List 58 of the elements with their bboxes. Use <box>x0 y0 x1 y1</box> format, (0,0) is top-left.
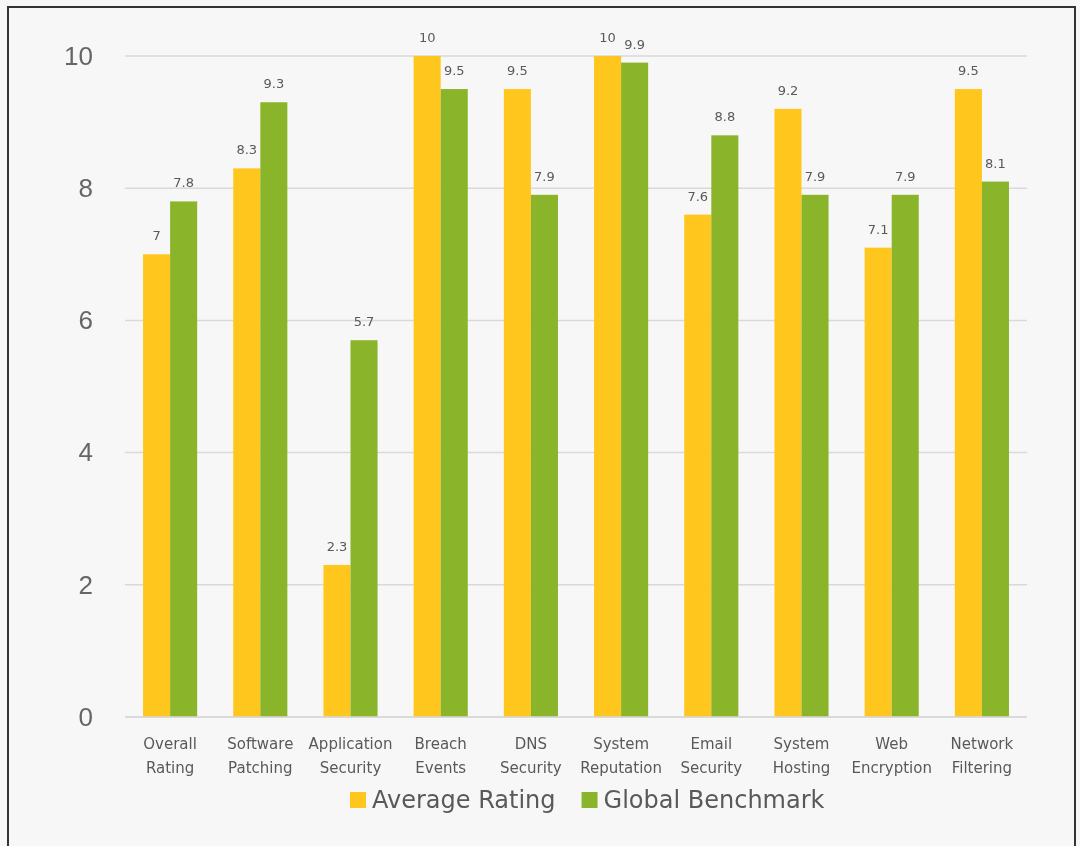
data-label: 8.3 <box>236 142 258 158</box>
bar <box>413 56 441 717</box>
legend-label: Global Benchmark <box>603 786 825 814</box>
bar <box>503 89 531 717</box>
data-label: 9.5 <box>507 63 528 79</box>
x-tick-label: Overall Rating <box>143 735 197 777</box>
data-label: 9.3 <box>263 76 285 92</box>
y-tick-label: 8 <box>78 173 93 204</box>
bar <box>954 89 982 717</box>
bar <box>143 254 171 717</box>
x-tick-label: Software Patching <box>227 735 294 777</box>
data-label: 7.9 <box>534 168 555 184</box>
bar <box>233 168 261 717</box>
bar <box>350 340 378 717</box>
bar <box>891 194 919 717</box>
bar <box>801 194 829 717</box>
y-tick-label: 6 <box>78 305 93 336</box>
data-label: 8.1 <box>985 155 1006 171</box>
y-tick-label: 4 <box>78 437 93 468</box>
bar <box>774 108 802 717</box>
x-tick-label: Application Security <box>308 735 393 777</box>
x-tick-label: System Reputation <box>580 735 663 777</box>
bar <box>711 135 739 717</box>
y-tick-label: 10 <box>64 40 93 71</box>
data-label: 9.5 <box>443 63 465 79</box>
bar <box>621 62 649 717</box>
bar <box>594 56 622 717</box>
data-label: 9.2 <box>777 82 799 98</box>
data-label: 10 <box>599 30 616 45</box>
x-tick-label: Breach Events <box>414 735 467 777</box>
x-tick-label: System Hosting <box>772 735 831 777</box>
bar <box>981 181 1009 717</box>
data-label: 10 <box>418 30 436 45</box>
bar <box>260 102 288 717</box>
data-label: 5.7 <box>353 314 375 330</box>
bar <box>440 89 468 717</box>
data-label: 7.8 <box>173 175 194 191</box>
data-label: 7.1 <box>867 221 889 237</box>
data-label: 7 <box>152 228 161 244</box>
bar <box>684 214 712 717</box>
x-tick-label: Web Encryption <box>851 735 932 777</box>
x-tick-label: Network Filtering <box>950 735 1014 777</box>
data-label: 7.9 <box>804 168 826 184</box>
y-tick-label: 0 <box>78 701 93 732</box>
data-label: 9.9 <box>624 36 645 52</box>
data-label: 8.8 <box>714 109 736 125</box>
data-label: 7.9 <box>894 168 916 184</box>
bar <box>864 247 892 717</box>
x-tick-label: Email Security <box>680 735 743 777</box>
bar <box>323 564 351 717</box>
x-tick-label: DNS Security <box>500 735 562 777</box>
bar <box>530 194 558 717</box>
data-label: 9.5 <box>958 63 979 79</box>
y-tick-label: 2 <box>78 569 93 600</box>
data-label: 2.3 <box>326 538 348 554</box>
data-label: 7.6 <box>687 188 709 204</box>
legend-label: Average Rating <box>372 786 556 814</box>
bar <box>170 201 198 717</box>
